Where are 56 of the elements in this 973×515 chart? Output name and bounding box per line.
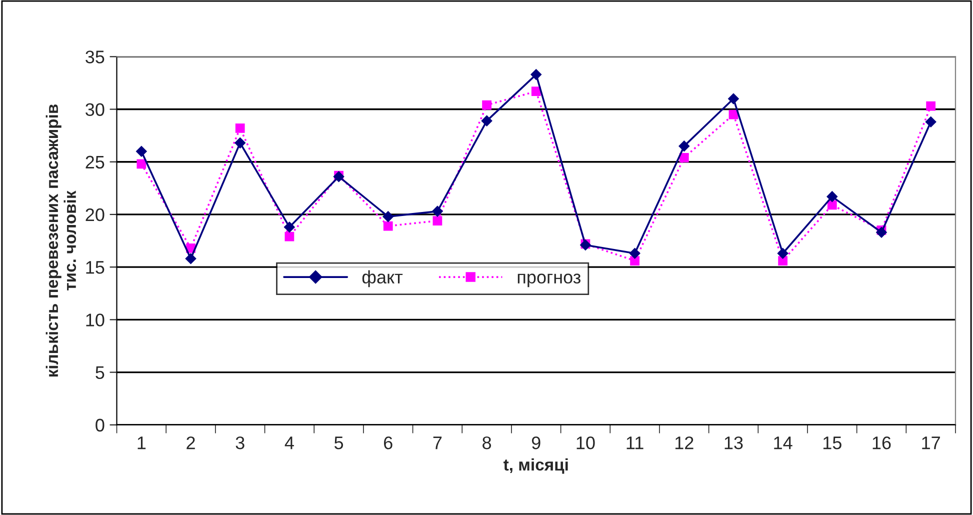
point — [136, 146, 147, 157]
y-tick-label: 30 — [86, 103, 104, 116]
point — [926, 101, 936, 111]
point — [531, 86, 541, 96]
point — [383, 221, 393, 231]
point — [728, 93, 739, 104]
y-tick-label: 0 — [96, 418, 104, 432]
y-tick-label: 35 — [86, 50, 104, 64]
point — [234, 137, 246, 148]
point — [185, 253, 196, 264]
point — [481, 115, 492, 126]
x-tick-label: 5 — [334, 436, 344, 450]
point — [482, 100, 492, 110]
x-tick-label: 7 — [433, 436, 442, 450]
x-tick-label: 11 — [626, 436, 644, 450]
point — [778, 256, 788, 266]
point — [925, 116, 936, 128]
x-tick-label: 12 — [675, 436, 694, 450]
point — [530, 69, 542, 80]
point — [284, 222, 295, 233]
y-axis-title: кількість перевезених пасажирів тис. чоловік — [46, 104, 76, 377]
y-tick-label: 10 — [86, 314, 104, 326]
x-tick-label: 1 — [138, 436, 146, 450]
y-tick-label: 15 — [86, 261, 104, 274]
x-tick-label: 15 — [823, 436, 842, 450]
point — [629, 248, 640, 259]
x-tick-label: 2 — [186, 436, 195, 450]
point — [826, 191, 838, 202]
point — [678, 140, 690, 152]
point — [827, 200, 837, 210]
point — [679, 152, 689, 162]
x-tick-label: 3 — [236, 436, 244, 450]
x-tick-label: 8 — [482, 436, 492, 450]
x-tick-label: 9 — [532, 436, 540, 450]
point — [235, 124, 245, 133]
y-tick-label: 20 — [86, 208, 104, 222]
y-tick-label: 25 — [86, 156, 104, 169]
x-tick-label: 16 — [872, 436, 891, 450]
point — [432, 216, 442, 226]
x-axis-title: t, місяці — [504, 458, 568, 474]
point — [876, 226, 887, 238]
x-tick-label: 14 — [774, 436, 792, 450]
x-tick-label: 4 — [284, 436, 294, 450]
point — [284, 232, 294, 242]
point — [630, 256, 640, 266]
point — [136, 159, 146, 169]
point — [777, 248, 788, 259]
x-tick-label: 13 — [724, 436, 743, 450]
x-tick-label: 6 — [384, 436, 392, 450]
y-tick-label: 5 — [96, 366, 104, 379]
point — [382, 211, 394, 222]
x-tick-label: 17 — [922, 436, 940, 450]
legend-label: прогноз — [518, 274, 580, 288]
legend-label: факт — [362, 270, 403, 288]
point — [432, 206, 443, 217]
x-tick-label: 10 — [576, 436, 595, 450]
